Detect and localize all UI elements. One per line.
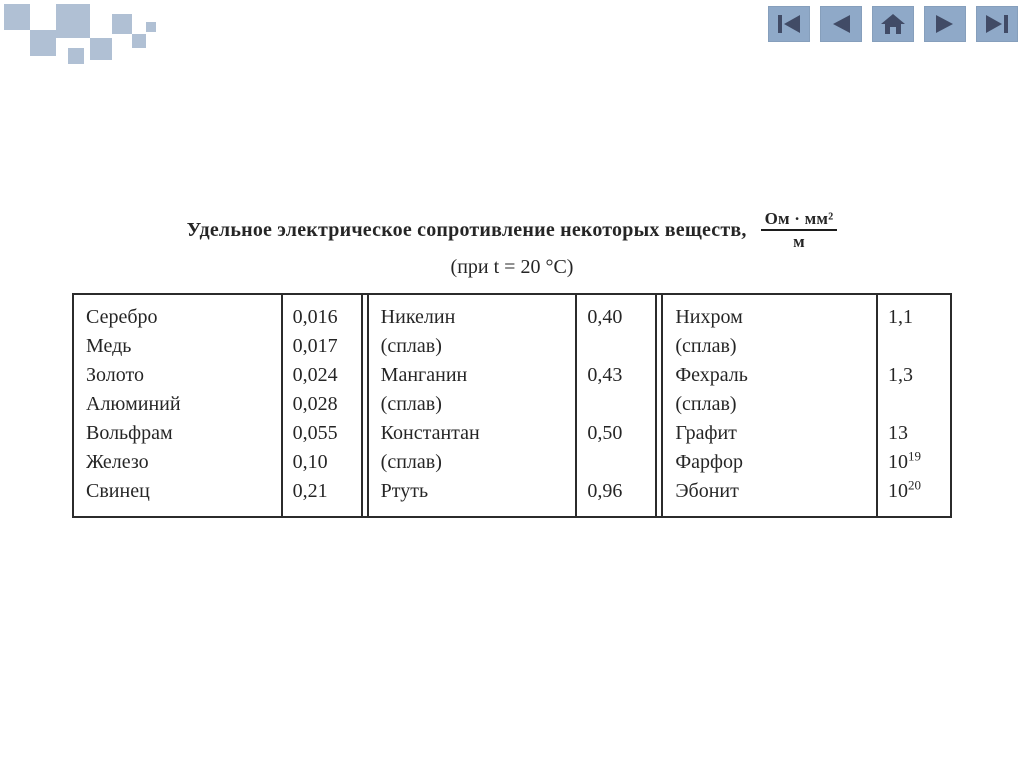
material-name: Нихром [675, 303, 866, 332]
unit-fraction: Ом · мм² м [761, 210, 838, 250]
col3-values: 1,1 1,3 1310191020 [878, 295, 950, 516]
material-value: 0,10 [293, 448, 353, 477]
deco-square [30, 30, 56, 56]
deco-square [146, 22, 156, 32]
material-name: Ртуть [381, 477, 566, 506]
deco-square [56, 4, 90, 38]
nav-home-button[interactable] [872, 6, 914, 42]
material-name: Медь [86, 332, 271, 361]
nav-first-button[interactable] [768, 6, 810, 42]
material-value [587, 448, 647, 477]
material-value [587, 390, 647, 419]
col3-names: Нихром(сплав)Фехраль(сплав)ГрафитФарфорЭ… [663, 295, 878, 516]
material-value: 0,40 [587, 303, 647, 332]
material-value: 1020 [888, 477, 942, 506]
arrow-right-icon [934, 13, 956, 35]
material-name: Никелин [381, 303, 566, 332]
material-value: 0,028 [293, 390, 353, 419]
arrow-left-icon [830, 13, 852, 35]
material-name: Графит [675, 419, 866, 448]
material-value: 0,055 [293, 419, 353, 448]
col2-names: Никелин(сплав)Манганин(сплав)Константан(… [369, 295, 578, 516]
material-value [888, 332, 942, 361]
deco-square [4, 4, 30, 30]
material-value: 1019 [888, 448, 942, 477]
material-name: Вольфрам [86, 419, 271, 448]
nav-next-button[interactable] [924, 6, 966, 42]
material-value: 0,21 [293, 477, 353, 506]
table-column-3: Нихром(сплав)Фехраль(сплав)ГрафитФарфорЭ… [663, 295, 950, 516]
material-name: (сплав) [381, 448, 566, 477]
material-value: 1,3 [888, 361, 942, 390]
document-content: Удельное электрическое сопротивление нек… [72, 210, 952, 518]
skip-end-icon [984, 13, 1010, 35]
material-name: Фехраль [675, 361, 866, 390]
material-name: Манганин [381, 361, 566, 390]
material-value: 1,1 [888, 303, 942, 332]
material-name: Эбонит [675, 477, 866, 506]
deco-square [132, 34, 146, 48]
table-column-2: Никелин(сплав)Манганин(сплав)Константан(… [369, 295, 656, 516]
material-value: 13 [888, 419, 942, 448]
page-title: Удельное электрическое сопротивление нек… [187, 219, 747, 242]
material-name: Константан [381, 419, 566, 448]
col1-values: 0,0160,0170,0240,0280,0550,100,21 [283, 295, 361, 516]
title-row: Удельное электрическое сопротивление нек… [72, 210, 952, 250]
material-name: Фарфор [675, 448, 866, 477]
material-name: (сплав) [675, 390, 866, 419]
resistivity-table: СереброМедьЗолотоАлюминийВольфрамЖелезоС… [72, 293, 952, 518]
material-value [587, 332, 647, 361]
material-value: 0,017 [293, 332, 353, 361]
material-name: Свинец [86, 477, 271, 506]
deco-square [112, 14, 132, 34]
nav-prev-button[interactable] [820, 6, 862, 42]
nav-last-button[interactable] [976, 6, 1018, 42]
material-name: Железо [86, 448, 271, 477]
column-gap [361, 295, 369, 516]
material-value: 0,96 [587, 477, 647, 506]
home-icon [880, 13, 906, 35]
table-column-1: СереброМедьЗолотоАлюминийВольфрамЖелезоС… [74, 295, 361, 516]
material-name: (сплав) [381, 390, 566, 419]
material-value: 0,016 [293, 303, 353, 332]
material-name: Золото [86, 361, 271, 390]
material-value: 0,50 [587, 419, 647, 448]
skip-start-icon [776, 13, 802, 35]
material-name: Алюминий [86, 390, 271, 419]
subtitle: (при t = 20 °C) [72, 256, 952, 279]
nav-bar [768, 6, 1018, 42]
deco-square [68, 48, 84, 64]
col1-names: СереброМедьЗолотоАлюминийВольфрамЖелезоС… [74, 295, 283, 516]
unit-denominator: м [793, 231, 805, 250]
material-name: (сплав) [675, 332, 866, 361]
col2-values: 0,40 0,43 0,50 0,96 [577, 295, 655, 516]
material-name: (сплав) [381, 332, 566, 361]
material-name: Серебро [86, 303, 271, 332]
decorative-pattern [4, 4, 194, 66]
material-value: 0,024 [293, 361, 353, 390]
material-value: 0,43 [587, 361, 647, 390]
material-value [888, 390, 942, 419]
deco-square [90, 38, 112, 60]
unit-numerator: Ом · мм² [761, 210, 838, 231]
column-gap [655, 295, 663, 516]
